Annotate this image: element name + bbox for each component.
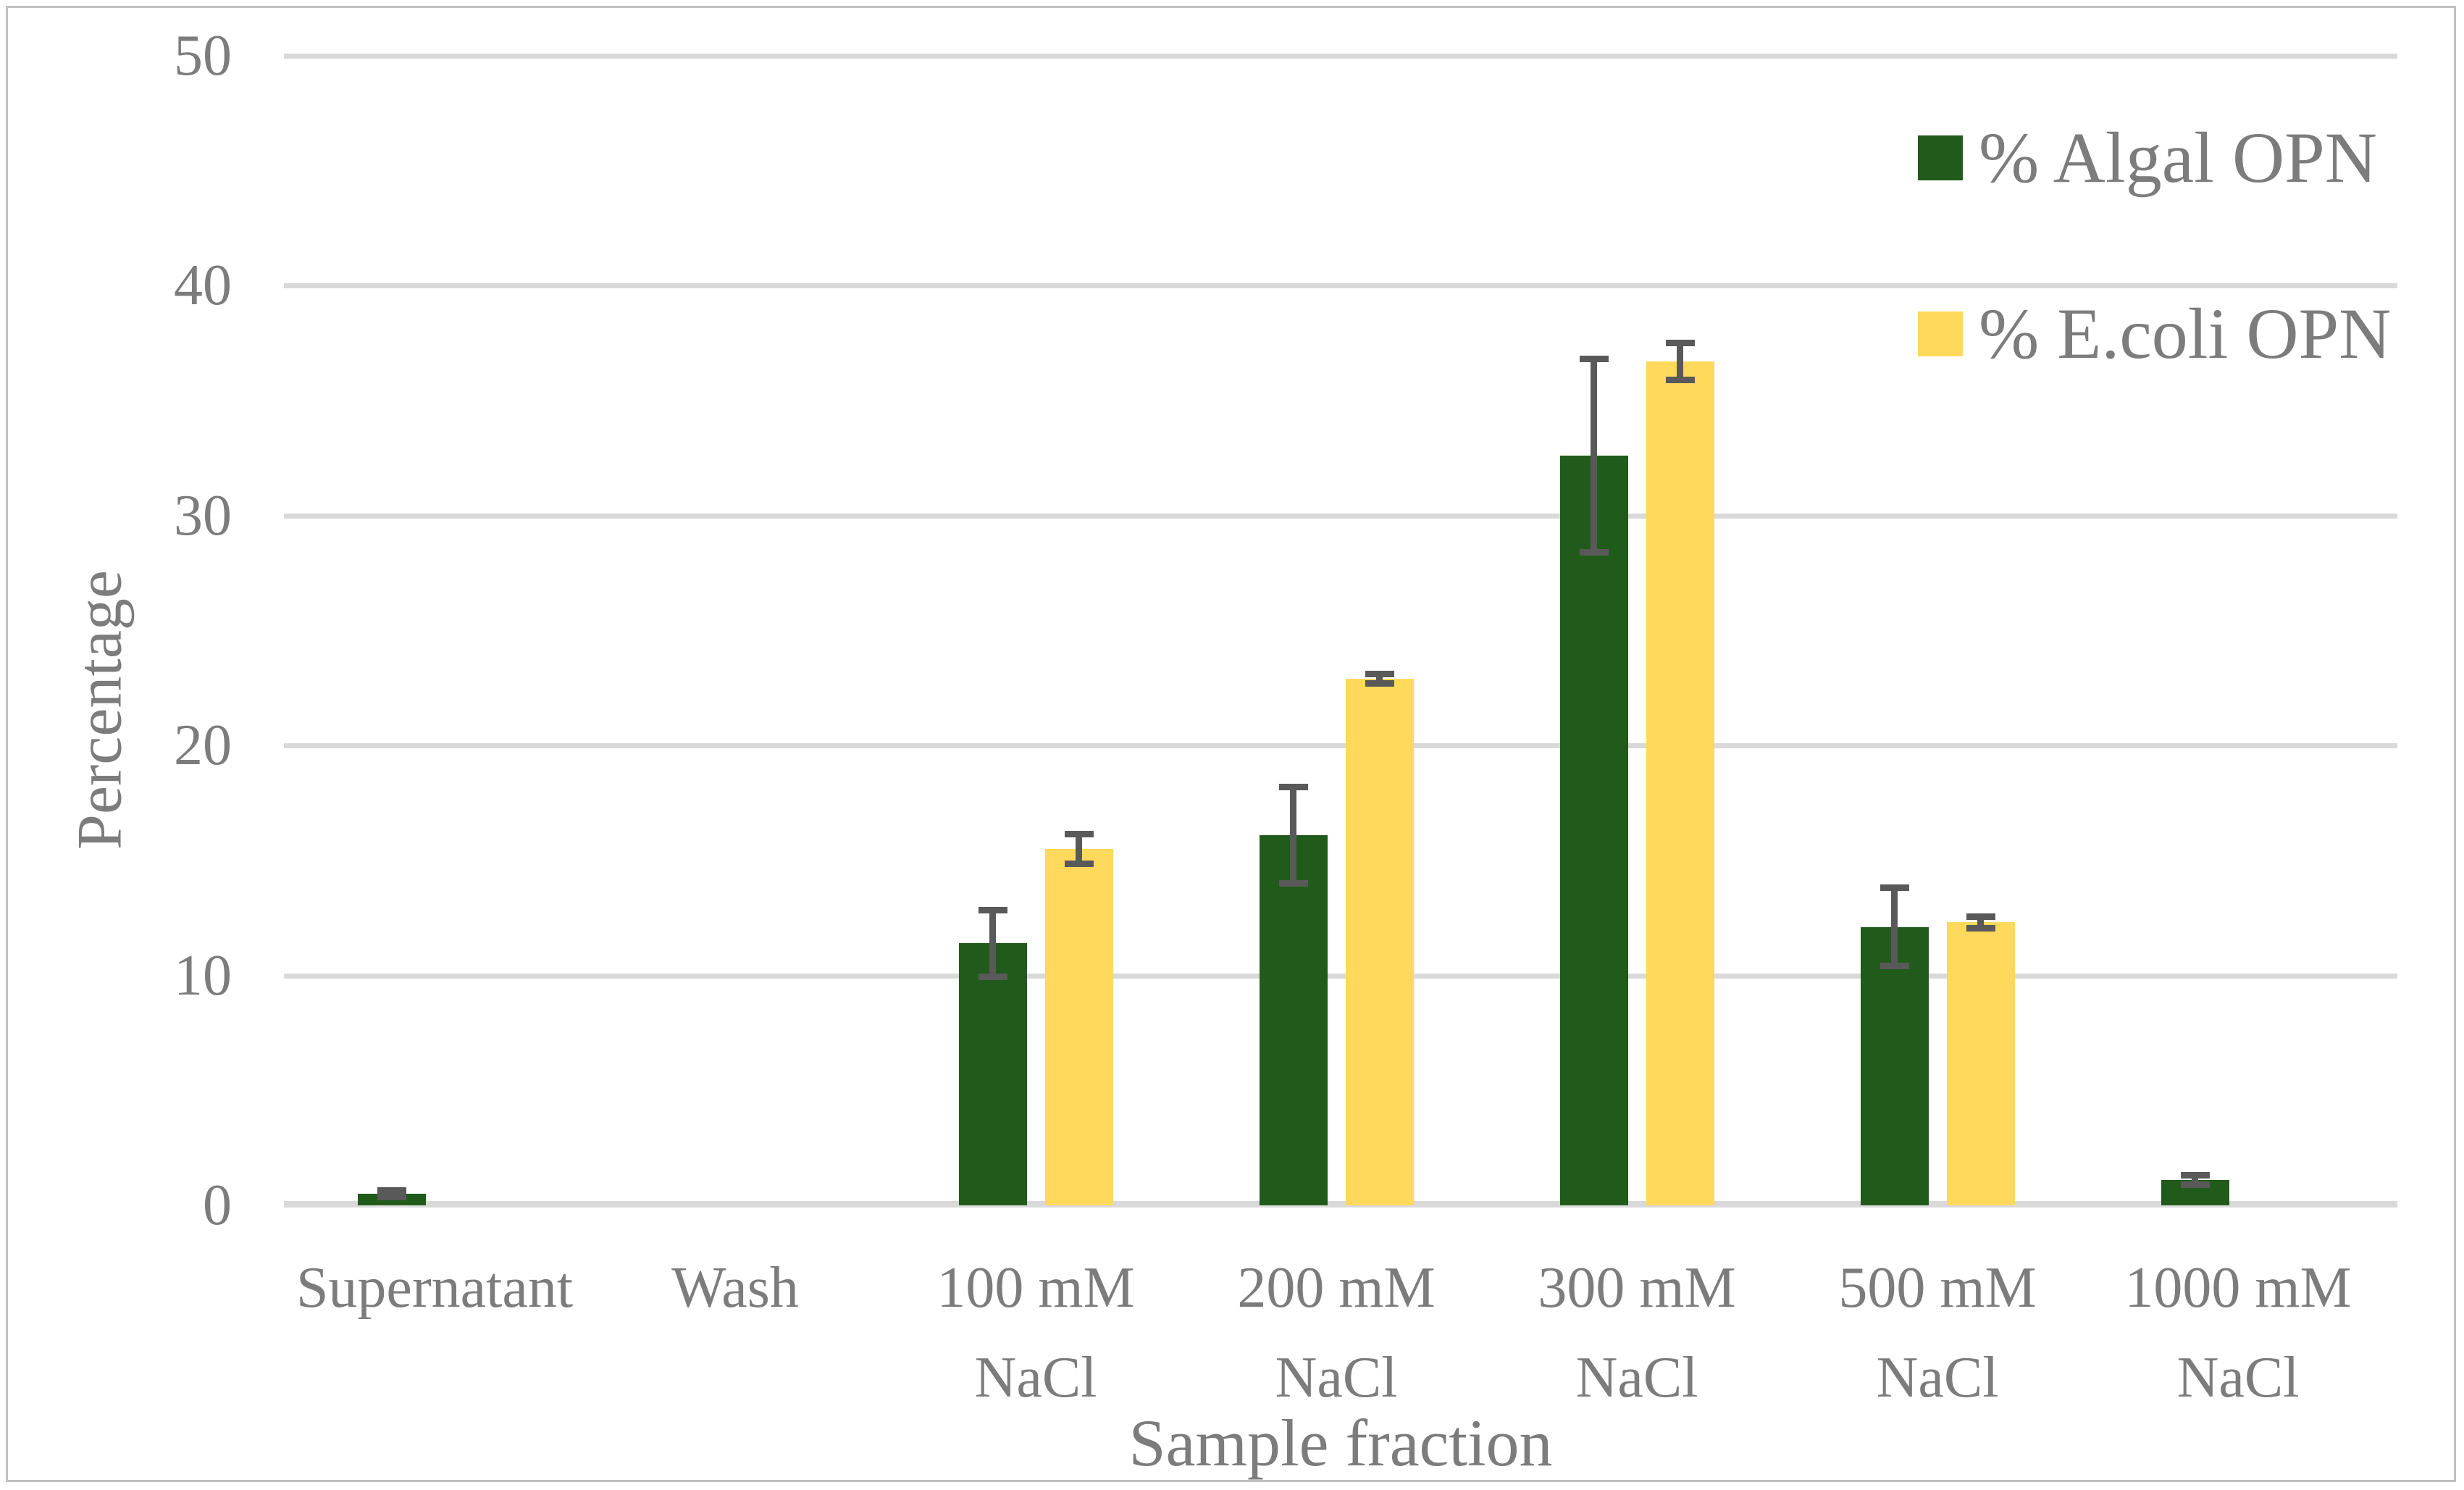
x-category-label-line: NaCl [2176,1346,2300,1410]
x-category-label-5: 300 mM NaCl [1487,1243,1787,1423]
x-category-label-line: Wash [671,1256,799,1320]
bar-ecoli-opn-4 [1345,678,1414,1205]
x-category-label-line: NaCl [1275,1346,1398,1410]
gridline-20 [284,743,2397,748]
legend-swatch-algal-opn [1918,135,1963,180]
x-category-label-line: 200 mM [1237,1256,1436,1320]
error-bar-cap-bottom [978,973,1007,980]
error-bar-cap-bottom [2180,1181,2210,1188]
chart-border [6,6,2456,1482]
legend-item-algal-opn: % Algal OPN [1918,116,2391,199]
x-category-label-line: NaCl [1876,1346,1999,1410]
legend: % Algal OPN % E.coli OPN [1918,116,2391,375]
error-bar-line [989,910,996,977]
error-bar-cap-top [978,906,1007,913]
error-bar-cap-top [377,1186,406,1194]
gridline-10 [284,973,2397,979]
x-axis-line [284,1201,2397,1208]
y-tick-label-50: 50 [174,23,232,88]
error-bar-cap-top [1064,830,1094,837]
error-bar-cap-bottom [1665,376,1695,383]
legend-label-ecoli-opn: % E.coli OPN [1979,293,2392,374]
error-bar-cap-bottom [1880,963,1909,970]
error-bar-line [2192,1175,2198,1185]
gridline-50 [284,53,2397,59]
legend-label-algal-opn: % Algal OPN [1979,117,2377,198]
error-bar-line [1677,343,1683,380]
x-category-label-6: 500 mM NaCl [1788,1243,2087,1423]
x-category-label-line: NaCl [1575,1346,1698,1410]
error-bar-line [1591,359,1597,553]
gridline-40 [284,283,2397,288]
legend-swatch-ecoli-opn [1918,311,1963,356]
error-bar-line [1891,887,1898,966]
y-tick-label-20: 20 [174,713,232,777]
error-bar-cap-top [1880,884,1909,892]
error-bar-cap-bottom [1579,548,1609,556]
y-tick-label-30: 30 [174,483,232,548]
bar-algal-opn-6 [1860,926,1929,1205]
error-bar-line [1076,834,1082,864]
error-bar-cap-bottom [1064,861,1094,867]
x-category-label-7: 1000 mM NaCl [2088,1243,2388,1423]
error-bar-cap-top [1365,671,1394,678]
x-category-label-1: Supernatant [285,1243,584,1333]
error-bar-cap-bottom [1278,880,1308,887]
error-bar-line [388,1190,395,1197]
error-bar-line [1977,916,1984,929]
gridline-30 [284,513,2397,519]
legend-item-ecoli-opn: % E.coli OPN [1918,292,2391,375]
x-category-label-line: 1000 mM [2124,1256,2352,1320]
error-bar-cap-bottom [1365,679,1394,687]
bar-ecoli-opn-5 [1646,361,1714,1205]
y-axis-title: Percentage [64,570,135,850]
error-bar-cap-top [1665,339,1695,346]
error-bar-line [1290,787,1296,884]
bar-algal-opn-3 [958,943,1027,1205]
x-category-label-line: 300 mM [1538,1256,1736,1320]
error-bar-cap-bottom [377,1194,406,1201]
bar-ecoli-opn-3 [1044,848,1113,1205]
x-category-label-line: 100 mM [936,1256,1135,1320]
bar-algal-opn-5 [1559,455,1628,1205]
x-category-label-2: Wash [585,1243,885,1333]
y-tick-label-0: 0 [203,1173,232,1237]
y-tick-label-40: 40 [174,254,232,317]
x-category-label-3: 100 mM NaCl [886,1243,1186,1423]
bar-algal-opn-4 [1259,834,1328,1205]
error-bar-cap-top [1966,913,1995,921]
error-bar-cap-top [1278,783,1308,790]
x-category-label-4: 200 mM NaCl [1186,1243,1486,1423]
x-axis-title: Sample fraction [1128,1406,1553,1480]
error-bar-cap-top [1579,356,1609,363]
error-bar-cap-bottom [1966,924,1995,932]
error-bar-line [1376,674,1383,684]
error-bar-cap-top [2180,1172,2210,1179]
x-category-label-line: Supernatant [296,1256,574,1320]
y-tick-label-10: 10 [174,943,232,1008]
bar-ecoli-opn-6 [1946,922,2015,1205]
x-category-label-line: NaCl [974,1346,1097,1410]
x-category-label-line: 500 mM [1838,1256,2037,1320]
